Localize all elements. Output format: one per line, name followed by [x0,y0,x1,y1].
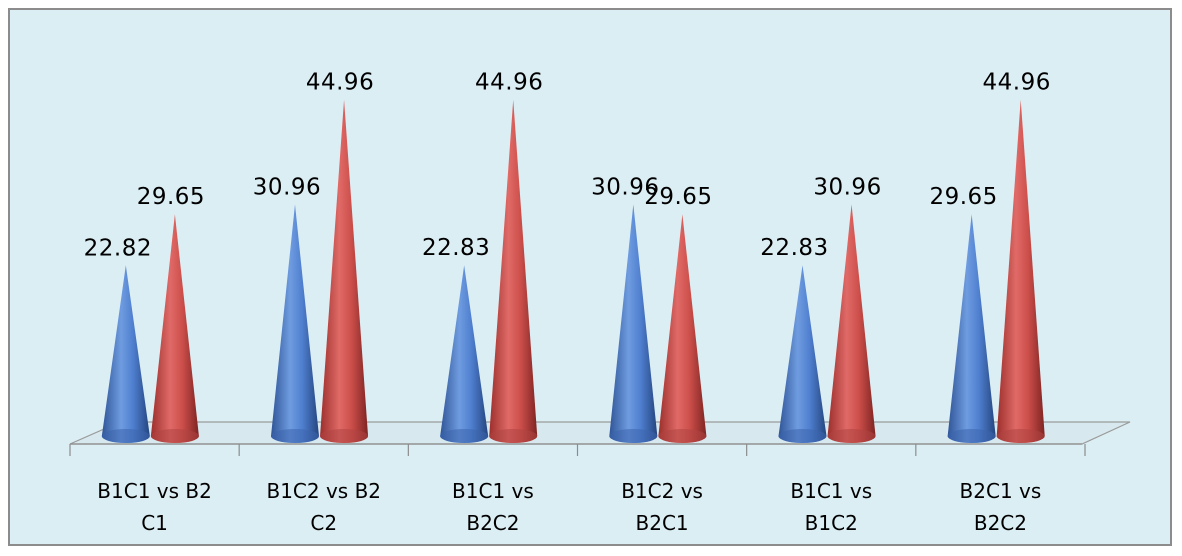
data-label: 44.96 [475,70,543,96]
cone-blue-5 [778,265,827,444]
cone-blue-6 [947,214,996,444]
data-label: 29.65 [929,184,997,210]
cone-red-6 [996,99,1045,444]
data-label: 44.96 [983,70,1051,96]
cone-red-1 [150,214,199,444]
cone-red-5 [827,204,876,444]
chart-area: 22.82 30.96 22.83 30.96 22.83 29.65 29.65 44.96… [8,8,1172,546]
cone-red-2 [320,99,369,444]
data-label: 22.83 [422,235,490,261]
cone-blue-3 [440,265,489,444]
cone-blue-1 [101,265,150,444]
cone-blue-2 [270,204,319,444]
data-label: 44.96 [306,70,374,96]
data-label: 29.65 [137,184,205,210]
category-label: B1C1 vs B1C2 [790,479,872,535]
data-label: 30.96 [813,174,881,200]
data-label: 29.65 [644,184,712,210]
category-label: B1C1 vs B2C2 [452,479,534,535]
category-label: B1C2 vs B2 C2 [266,479,381,535]
category-label: B2C1 vs B2C2 [960,479,1042,535]
data-label: 30.96 [253,174,321,200]
data-label: 30.96 [591,174,659,200]
cone-chart: 22.82 30.96 22.83 30.96 22.83 29.65 29.65 44.96… [69,70,1131,535]
category-label: B1C1 vs B2 C1 [97,479,212,535]
data-label: 22.83 [760,235,828,261]
cone-red-4 [658,214,707,444]
category-label: B1C2 vs B2C1 [621,479,703,535]
cone-blue-4 [609,204,658,444]
data-label: 22.82 [84,235,152,261]
cone-red-3 [489,99,538,444]
